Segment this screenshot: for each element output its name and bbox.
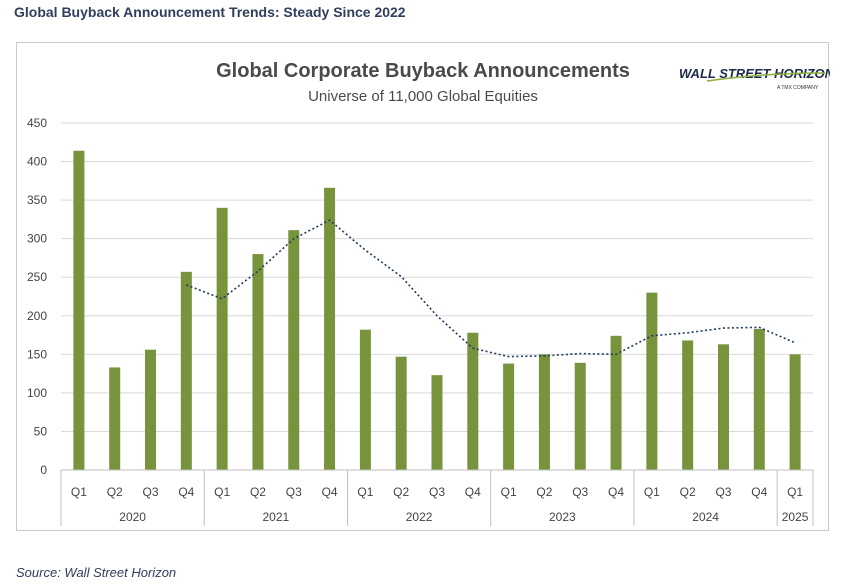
year-label: 2022 (406, 510, 433, 524)
bar (324, 187, 336, 471)
year-label: 2024 (692, 510, 719, 524)
x-tick-label: Q1 (357, 485, 373, 499)
bar (252, 254, 264, 470)
x-tick-label: Q1 (71, 485, 87, 499)
bar (395, 356, 407, 470)
bar (359, 329, 371, 470)
bar (503, 363, 515, 470)
buyback-chart: Global Corporate Buyback Announcements U… (27, 60, 830, 526)
bar (216, 207, 228, 471)
y-tick-label: 100 (27, 386, 47, 400)
bar (73, 150, 85, 470)
x-tick-label: Q3 (143, 485, 159, 499)
trendline (186, 219, 796, 358)
x-tick-label: Q3 (286, 485, 302, 499)
source-note: Source: Wall Street Horizon (16, 565, 177, 580)
bar (180, 271, 192, 470)
bar (538, 354, 550, 470)
bars (73, 150, 801, 471)
wall-street-horizon-logo: WALL STREET HORIZON A TMX COMPANY (679, 66, 830, 91)
x-tick-label: Q2 (536, 485, 552, 499)
x-tick-label: Q2 (680, 485, 696, 499)
year-label: 2025 (782, 510, 809, 524)
y-tick-label: 200 (27, 309, 47, 323)
year-label: 2020 (119, 510, 146, 524)
y-tick-label: 300 (27, 232, 47, 246)
bar (145, 349, 157, 470)
bar (574, 362, 586, 470)
bar (646, 292, 658, 470)
x-tick-label: Q2 (250, 485, 266, 499)
logo-name: WALL STREET HORIZON (679, 66, 830, 81)
x-tick-label: Q4 (322, 485, 338, 499)
y-tick-label: 0 (40, 463, 47, 477)
bar (288, 230, 300, 470)
year-label: 2021 (263, 510, 290, 524)
y-axis-ticks: 0 50 100 150 200 250 300 350 400 450 (27, 116, 47, 477)
chart-title: Global Corporate Buyback Announcements (216, 60, 630, 82)
bar (467, 332, 479, 470)
x-tick-label: Q4 (178, 485, 194, 499)
logo-subtitle: A TMX COMPANY (777, 85, 819, 91)
bar (431, 375, 443, 470)
x-tick-label: Q2 (107, 485, 123, 499)
x-tick-label: Q3 (429, 485, 445, 499)
y-tick-label: 150 (27, 347, 47, 361)
y-tick-label: 250 (27, 270, 47, 284)
x-axis: Q1 Q2 Q3 Q4 Q1 Q2 Q3 Q4 Q1 Q2 Q3 Q4 Q1 Q2 Q3 Q4 Q1 Q2 Q3 Q4… (60, 469, 814, 526)
x-tick-label: Q3 (715, 485, 731, 499)
chart-frame: Global Corporate Buyback Announcements U… (16, 42, 830, 531)
chart-subtitle: Universe of 11,000 Global Equities (308, 88, 538, 105)
y-tick-label: 400 (27, 155, 47, 169)
trendline-path (186, 219, 796, 358)
logo-swoosh-icon (706, 72, 826, 82)
x-tick-label: Q1 (787, 485, 803, 499)
x-tick-label: Q1 (501, 485, 517, 499)
x-tick-label: Q4 (608, 485, 624, 499)
x-tick-label: Q1 (214, 485, 230, 499)
bar (682, 340, 694, 470)
x-tick-label: Q4 (465, 485, 481, 499)
bar (753, 328, 765, 470)
year-label: 2023 (549, 510, 576, 524)
x-tick-label: Q3 (572, 485, 588, 499)
x-tick-label: Q1 (644, 485, 660, 499)
x-tick-label: Q4 (751, 485, 767, 499)
y-tick-label: 350 (27, 193, 47, 207)
page-title: Global Buyback Announcement Trends: Stea… (14, 4, 406, 20)
bar (789, 354, 801, 470)
y-tick-label: 450 (27, 116, 47, 130)
x-tick-label: Q2 (393, 485, 409, 499)
bar (717, 344, 729, 470)
y-tick-label: 50 (34, 424, 48, 438)
bar (109, 367, 121, 470)
bar (610, 335, 622, 470)
